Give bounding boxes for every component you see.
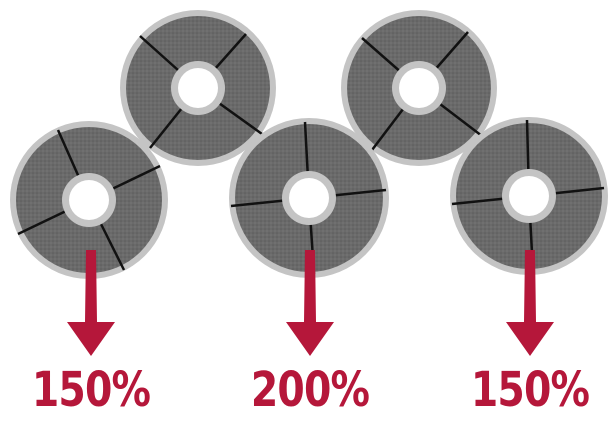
roller-bottom-right [450,117,608,275]
roller-top-left [120,10,276,166]
roller-bottom-left [10,121,168,279]
arrow-down-left [67,250,115,356]
roller-top-right [341,10,497,166]
arrow-down-center [286,250,334,356]
percentage-label-right: 150% [470,362,590,418]
roller-bottom-center [229,118,389,278]
percentage-label-left: 150% [31,362,151,418]
percentage-label-center: 200% [250,362,370,418]
arrow-down-right [506,250,554,356]
